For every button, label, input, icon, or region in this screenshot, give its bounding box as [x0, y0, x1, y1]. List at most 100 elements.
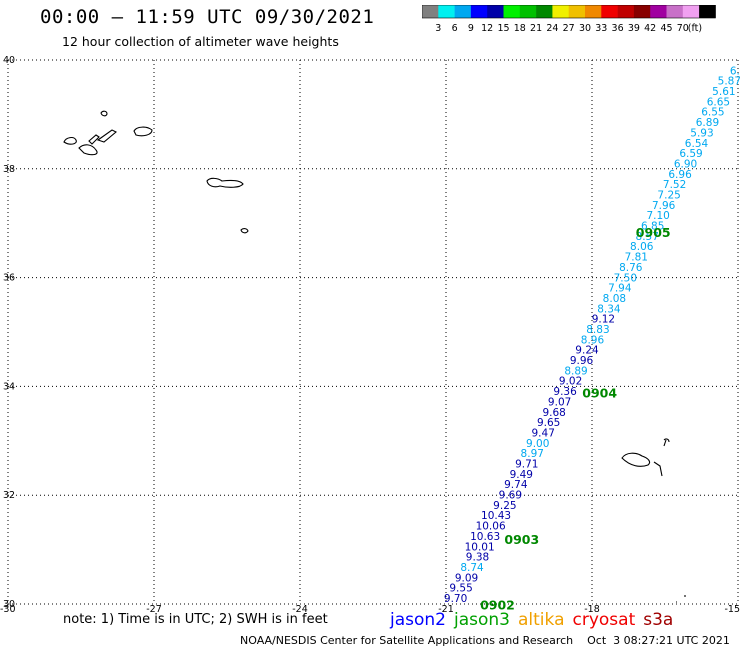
- wave-height-label: 7.96: [652, 200, 676, 212]
- wave-height-label: 7.81: [625, 252, 648, 264]
- pass-time-label: 0902: [480, 597, 515, 612]
- colorbar-unit-label: (ft): [688, 23, 702, 34]
- colorbar-swatch: [568, 5, 586, 18]
- colorbar-tick-label: 24: [546, 23, 558, 34]
- satellite-legend-jason3: jason3: [454, 610, 510, 630]
- wave-height-label: 8.06: [630, 241, 654, 253]
- wave-height-label: 8.57: [636, 231, 659, 243]
- coastlines: [63, 110, 686, 603]
- latitude-tick-label: 32: [3, 490, 15, 501]
- colorbar-swatch: [519, 5, 537, 18]
- footer-credit: NOAA/NESDIS Center for Satellite Applica…: [240, 634, 730, 647]
- colorbar-swatch: [438, 5, 455, 18]
- satellite-legend-jason2: jason2: [390, 610, 446, 630]
- wave-height-label: 8.97: [521, 448, 544, 460]
- wave-height-label: 9.65: [537, 417, 560, 429]
- longitude-tick-label: -27: [146, 604, 162, 615]
- satellite-legend-altika: altika: [518, 610, 565, 630]
- colorbar-swatch: [470, 5, 488, 18]
- latitude-tick-label: 38: [3, 164, 15, 175]
- wave-height-label: 9.49: [510, 469, 533, 481]
- wave-height-label: 9.07: [548, 396, 571, 408]
- latitude-tick-label: 34: [3, 381, 15, 392]
- wave-height-label: 9.70: [444, 593, 467, 605]
- wave-height-label: 8.89: [564, 365, 587, 377]
- satellite-legend: jason2 jason3 altika cryosat s3a: [390, 610, 681, 630]
- colorbar-tick-label: 6: [452, 23, 458, 34]
- graticule: [7, 59, 739, 605]
- wave-height-label: 8.76: [619, 262, 643, 274]
- wave-height-label: 8.34: [597, 303, 621, 315]
- wave-height-label: 8.08: [603, 293, 626, 305]
- colorbar-tick-label: 27: [563, 23, 575, 34]
- wave-height-label: 9.02: [559, 376, 582, 388]
- colorbar-tick-label: 42: [644, 23, 656, 34]
- map-subtitle: 12 hour collection of altimeter wave hei…: [62, 34, 339, 49]
- pass-time-label: 0903: [504, 532, 539, 547]
- island-outline: [621, 452, 651, 467]
- island-outline: [133, 126, 153, 137]
- pass-time-label: 0904: [582, 385, 617, 400]
- colorbar-tick-label: 21: [530, 23, 542, 34]
- colorbar-tick-label: 12: [481, 23, 493, 34]
- longitude-tick-label: -18: [584, 604, 600, 615]
- latitude-tick-label: 30: [3, 599, 15, 610]
- island-outline: [63, 137, 77, 145]
- wave-height-label: 8.74: [460, 562, 484, 574]
- colorbar-tick-label: 45: [660, 23, 672, 34]
- island-outline: [240, 228, 249, 234]
- island-outline: [96, 129, 117, 143]
- wave-height-label: 8.96: [581, 334, 605, 346]
- wave-height-label: 10.06: [476, 521, 506, 533]
- wave-height-label: 7.94: [608, 283, 632, 295]
- wave-height-label: 9.69: [499, 490, 522, 502]
- colorbar-swatch: [601, 5, 618, 18]
- colorbar-swatch: [503, 5, 521, 18]
- island-outline: [206, 177, 244, 188]
- colorbar-tick-label: 36: [612, 23, 624, 34]
- wave-height-label: 9.09: [455, 572, 478, 584]
- wave-height-label: 9.55: [449, 583, 472, 595]
- colorbar-tick-label: 3: [435, 23, 441, 34]
- wave-height-label: 5.61: [712, 86, 735, 98]
- colorbar-swatch: [454, 5, 472, 18]
- longitude-tick-label: -24: [292, 604, 308, 615]
- colorbar-tick-label: 70: [677, 23, 689, 34]
- wave-height-label: 9.68: [542, 407, 565, 419]
- wave-height-label: 10.63: [470, 531, 500, 543]
- island-outline: [653, 461, 663, 477]
- wave-height-label: 5.87: [718, 76, 740, 88]
- satellite-legend-cryosat: cryosat: [572, 610, 636, 630]
- wave-height-label: 6.59: [679, 148, 702, 160]
- wave-height-label: 9.74: [504, 479, 528, 491]
- wave-height-label: 5.93: [690, 127, 713, 139]
- wave-height-label: 9.71: [515, 459, 538, 471]
- wave-height-label: 9.47: [532, 427, 555, 439]
- colorbar-tick-label: 33: [595, 23, 607, 34]
- wave-height-label: 9.12: [592, 314, 615, 326]
- colorbar-swatch: [617, 5, 635, 18]
- wave-height-label: 6.89: [696, 117, 719, 129]
- colorbar-swatch: [536, 5, 553, 18]
- colorbar-swatch: [552, 5, 569, 18]
- wave-height-label: 8.83: [586, 324, 609, 336]
- wave-height-label: 7.25: [657, 190, 680, 202]
- wave-height-label: 7.10: [646, 210, 669, 222]
- colorbar-swatch: [585, 5, 602, 18]
- longitude-tick-label: -30: [0, 604, 16, 615]
- wave-height-label: 9.00: [526, 438, 549, 450]
- colorbar-tick-label: 18: [514, 23, 526, 34]
- latitude-tick-label: 36: [3, 273, 15, 284]
- latitude-tick-label: 40: [3, 55, 15, 66]
- pass-time-label: 0905: [636, 225, 671, 240]
- colorbar-swatch: [487, 5, 504, 18]
- island-outline: [100, 110, 108, 117]
- wave-height-label: 6.96: [668, 169, 692, 181]
- longitude-tick-label: -21: [438, 604, 454, 615]
- colorbar-swatch: [633, 5, 651, 18]
- map-title: 00:00 – 11:59 UTC 09/30/2021: [40, 6, 375, 28]
- wave-height-label: 9.36: [553, 386, 577, 398]
- wave-height-label: 9.25: [493, 500, 516, 512]
- wave-height-label: 6.90: [674, 158, 697, 170]
